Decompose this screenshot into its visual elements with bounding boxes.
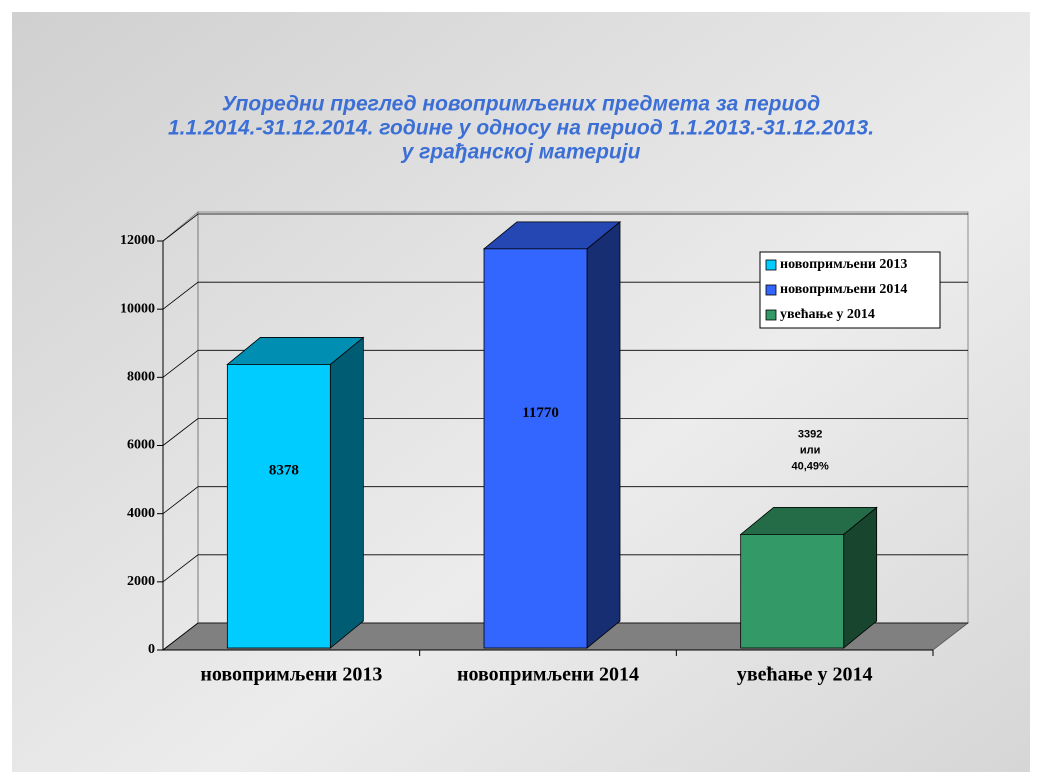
- data-label: 11770: [522, 405, 559, 421]
- x-tick-label: новопримљени 2014: [457, 664, 639, 686]
- legend-box: [759, 251, 941, 329]
- y-tick-label: 2000: [127, 574, 155, 589]
- grid-line: [162, 622, 968, 651]
- bar-side: [329, 336, 364, 649]
- x-tick-label: новопримљени 2013: [200, 664, 382, 686]
- legend-label: новопримљени 2013: [780, 257, 907, 272]
- x-tick-label: увећање у 2014: [737, 664, 873, 686]
- legend-swatch: [765, 284, 777, 296]
- grid-line: [162, 486, 968, 514]
- bar: [226, 364, 331, 649]
- data-label: 8378: [269, 463, 299, 479]
- legend-swatch: [765, 259, 777, 271]
- legend-label: новопримљени 2014: [780, 282, 907, 297]
- bar: [740, 533, 845, 649]
- grid-line: [162, 213, 968, 242]
- grid-line: [162, 554, 968, 583]
- y-tick-label: 0: [148, 642, 155, 657]
- chart-title: у грађанској материји: [401, 141, 641, 164]
- bar: [483, 248, 588, 649]
- y-tick-label: 8000: [127, 370, 155, 385]
- data-label: 3392 или 40,49%: [792, 428, 830, 472]
- grid-line: [162, 418, 968, 446]
- legend-label: увећање у 2014: [780, 307, 875, 322]
- y-tick-label: 10000: [120, 301, 155, 316]
- y-tick-label: 4000: [127, 506, 155, 521]
- chart-title: 1.1.2014.-31.12.2014. године у односу на…: [168, 117, 874, 140]
- bar-side: [586, 220, 621, 649]
- legend-swatch: [765, 309, 777, 321]
- chart-title: Упоредни преглед новопримљених предмета …: [222, 93, 820, 116]
- y-tick-label: 12000: [120, 233, 155, 248]
- y-tick-label: 6000: [127, 438, 155, 453]
- grid-line: [162, 349, 968, 378]
- grid-line: [162, 281, 968, 310]
